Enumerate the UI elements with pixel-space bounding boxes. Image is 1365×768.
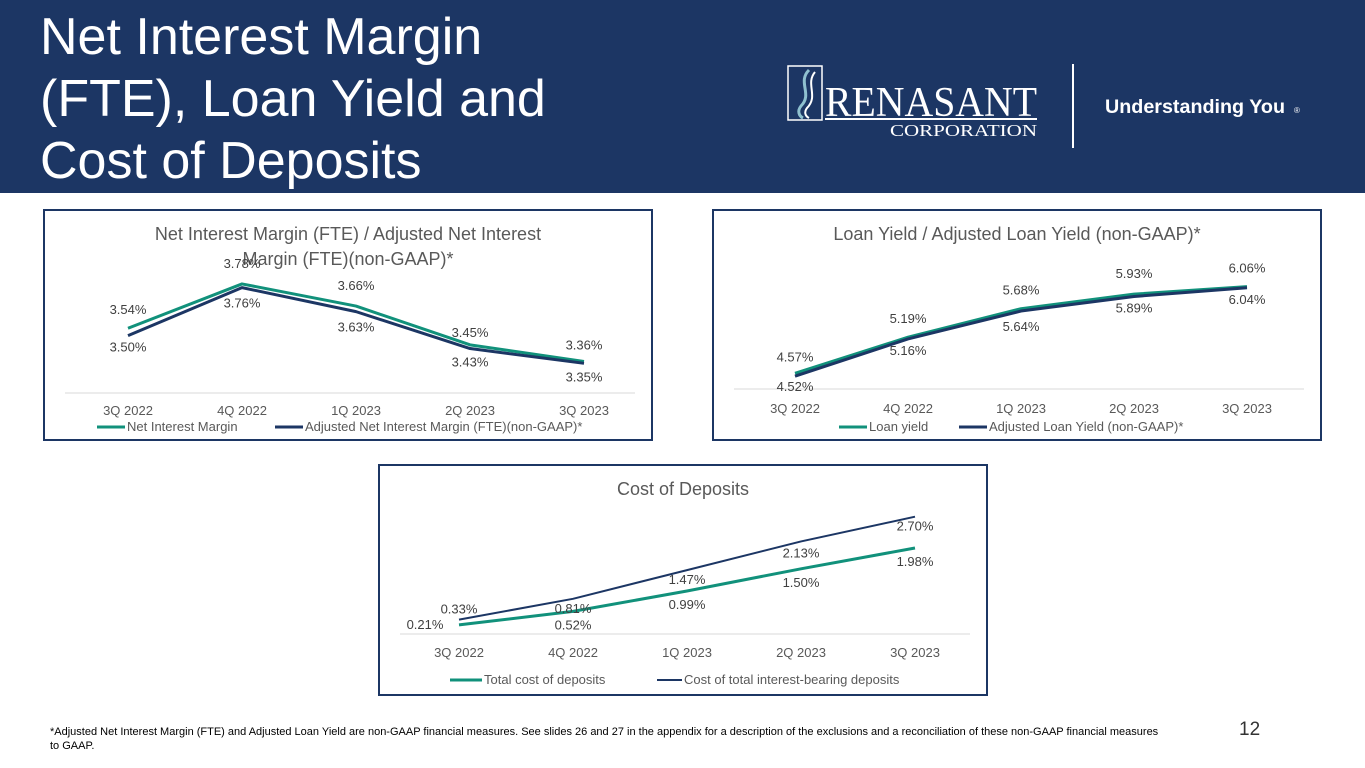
data-label: 2.70% <box>897 519 934 534</box>
x-tick-label: 3Q 2022 <box>770 401 820 416</box>
data-label: 3.66% <box>338 278 375 293</box>
data-label: 2.13% <box>783 545 820 560</box>
legend-label: Total cost of deposits <box>484 672 606 687</box>
page-title-line: Net Interest Margin <box>40 8 483 66</box>
x-tick-label: 2Q 2023 <box>445 403 495 418</box>
company-logo: RENASANT CORPORATION Understanding You ® <box>787 64 1300 148</box>
data-label: 6.04% <box>1229 292 1266 307</box>
cost-of-deposits-chart-panel: Cost of Deposits 3Q 2022 4Q 2022 1Q 2023 2Q … <box>378 464 988 696</box>
data-label: 3.43% <box>452 355 489 370</box>
data-label: 3.54% <box>110 302 147 317</box>
x-tick-label: 4Q 2022 <box>883 401 933 416</box>
data-label: 3.76% <box>224 296 261 311</box>
data-label: 0.21% <box>407 617 444 632</box>
cost-of-deposits-chart: Cost of Deposits 3Q 2022 4Q 2022 1Q 2023 2Q … <box>400 479 970 687</box>
nim-chart-panel: Net Interest Margin (FTE) / Adjusted Net… <box>43 209 653 441</box>
x-tick-label: 1Q 2023 <box>662 645 712 660</box>
x-tick-label: 4Q 2022 <box>548 645 598 660</box>
footnote: *Adjusted Net Interest Margin (FTE) and … <box>50 726 1159 752</box>
data-label: 5.93% <box>1116 266 1153 281</box>
nim-chart: Net Interest Margin (FTE) / Adjusted Net… <box>65 224 635 434</box>
page-title: Net Interest Margin (FTE), Loan Yield an… <box>40 6 680 192</box>
x-tick-label: 1Q 2023 <box>331 403 381 418</box>
logo-tagline-mark: ® <box>1294 106 1300 115</box>
x-tick-label: 4Q 2022 <box>217 403 267 418</box>
x-tick-label: 3Q 2023 <box>1222 401 1272 416</box>
page-title-line: Cost of Deposits <box>40 132 422 190</box>
x-tick-label: 3Q 2022 <box>103 403 153 418</box>
legend-label: Adjusted Net Interest Margin (FTE)(non-G… <box>305 419 582 434</box>
page-number: 12 <box>1239 719 1261 740</box>
logo-emblem-frame <box>787 65 823 121</box>
loan-yield-chart: Loan Yield / Adjusted Loan Yield (non-GA… <box>734 224 1304 434</box>
legend-label: Cost of total interest-bearing deposits <box>684 672 900 687</box>
chart-title: Loan Yield / Adjusted Loan Yield (non-GA… <box>833 224 1200 244</box>
logo-emblem-swirl <box>804 71 816 119</box>
data-label: 5.16% <box>890 343 927 358</box>
x-tick-label: 3Q 2022 <box>434 645 484 660</box>
logo-rule <box>825 118 1037 120</box>
legend-label: Net Interest Margin <box>127 419 238 434</box>
logo-tagline: Understanding You <box>1105 97 1285 118</box>
x-tick-label: 2Q 2023 <box>1109 401 1159 416</box>
data-label: 0.81% <box>555 601 592 616</box>
data-label: 0.52% <box>555 617 592 632</box>
data-label: 1.47% <box>669 572 706 587</box>
legend-label: Loan yield <box>869 419 928 434</box>
data-label: 3.45% <box>452 325 489 340</box>
loan-yield-chart-panel: Loan Yield / Adjusted Loan Yield (non-GA… <box>712 209 1322 441</box>
legend-label: Adjusted Loan Yield (non-GAAP)* <box>989 419 1183 434</box>
data-label: 5.89% <box>1116 300 1153 315</box>
logo-subtitle: CORPORATION <box>890 121 1037 140</box>
data-label: 4.57% <box>777 349 814 364</box>
x-tick-label: 3Q 2023 <box>559 403 609 418</box>
data-label: 5.64% <box>1003 319 1040 334</box>
data-label: 0.99% <box>669 597 706 612</box>
data-label: 5.19% <box>890 311 927 326</box>
data-label: 0.33% <box>441 602 478 617</box>
data-label: 3.35% <box>566 369 603 384</box>
data-label: 6.06% <box>1229 261 1266 276</box>
data-label: 3.50% <box>110 340 147 355</box>
x-tick-label: 2Q 2023 <box>776 645 826 660</box>
logo-emblem-swirl <box>797 68 811 120</box>
data-label: 3.78% <box>224 256 261 271</box>
header-band: Net Interest Margin (FTE), Loan Yield an… <box>0 0 1365 193</box>
data-label: 4.52% <box>777 379 814 394</box>
chart-title: Cost of Deposits <box>617 479 749 499</box>
data-label: 1.98% <box>897 554 934 569</box>
data-label: 3.63% <box>338 320 375 335</box>
x-tick-label: 1Q 2023 <box>996 401 1046 416</box>
data-label: 5.68% <box>1003 283 1040 298</box>
chart-title: Net Interest Margin (FTE) / Adjusted Net… <box>155 224 541 244</box>
page-title-line: (FTE), Loan Yield and <box>40 70 546 128</box>
x-tick-label: 3Q 2023 <box>890 645 940 660</box>
data-label: 3.36% <box>566 337 603 352</box>
chart-title: Margin (FTE)(non-GAAP)* <box>242 249 453 269</box>
logo-divider <box>1072 64 1074 148</box>
data-label: 1.50% <box>783 575 820 590</box>
